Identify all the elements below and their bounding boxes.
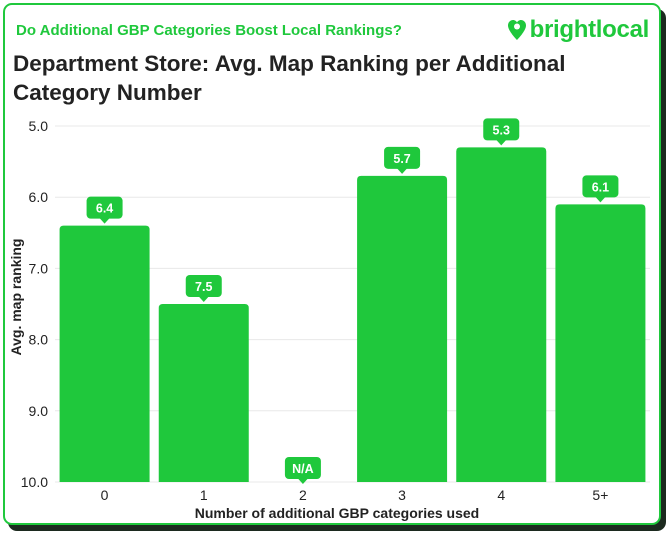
y-tick-label: 5.0 — [29, 118, 49, 134]
heart-pin-icon — [507, 20, 526, 40]
data-label-text: 7.5 — [195, 280, 212, 294]
x-tick-label: 5+ — [592, 487, 608, 503]
data-label: 5.3 — [483, 118, 520, 146]
grid-lines — [55, 125, 650, 483]
data-label: 5.7 — [384, 146, 421, 174]
chart-title: Department Store: Avg. Map Ranking per A… — [13, 49, 613, 107]
chart-title-line-2: Category Number — [13, 80, 202, 105]
y-axis-ticks: 5.0 6.0 7.0 8.0 9.0 10.0 — [21, 118, 48, 490]
chart-subtitle: Do Additional GBP Categories Boost Local… — [16, 22, 402, 39]
data-label-text: N/A — [292, 462, 314, 476]
y-tick-label: 8.0 — [29, 332, 49, 348]
value-labels: 6.4 7.5 N/A 5.7 5.3 6.1 — [86, 118, 619, 484]
data-label-box — [185, 275, 222, 297]
data-label-pointer — [397, 168, 408, 174]
data-label: 7.5 — [185, 275, 222, 302]
chart-title-line-1: Department Store: Avg. Map Ranking per A… — [13, 51, 566, 76]
data-label: N/A — [284, 457, 321, 484]
bar — [555, 204, 646, 482]
bars — [59, 147, 646, 483]
data-label-pointer — [99, 218, 110, 224]
y-tick-label: 7.0 — [29, 260, 49, 276]
data-label-box — [483, 118, 520, 141]
data-label: 6.1 — [582, 175, 619, 203]
bar — [357, 175, 448, 482]
data-label-box — [582, 175, 619, 198]
y-tick-label: 10.0 — [21, 474, 48, 490]
data-label-box — [384, 146, 421, 169]
data-label-text: 6.4 — [96, 202, 113, 216]
data-label-text: 5.7 — [393, 152, 410, 166]
y-axis-title: Avg. map ranking — [8, 239, 24, 356]
bar — [59, 225, 150, 482]
y-tick-label: 9.0 — [29, 403, 49, 419]
data-label-text: 5.3 — [493, 123, 510, 137]
data-label-pointer — [595, 196, 606, 203]
x-tick-label: 4 — [497, 487, 505, 503]
data-label-text: 6.1 — [592, 180, 609, 194]
x-tick-label: 2 — [299, 487, 307, 503]
data-label-box — [284, 457, 321, 479]
bar — [158, 304, 249, 482]
brightlocal-logo: brightlocal — [507, 16, 649, 44]
x-axis-title: Number of additional GBP categories used — [195, 505, 479, 521]
x-tick-label: 0 — [101, 487, 109, 503]
brand-name: brightlocal — [529, 16, 650, 43]
x-axis-ticks: 0 1 2 3 4 5+ — [101, 487, 609, 503]
data-label-pointer — [297, 478, 308, 484]
data-label-box — [86, 196, 123, 219]
data-label: 6.4 — [86, 196, 123, 224]
x-tick-label: 3 — [398, 487, 406, 503]
bar — [456, 147, 547, 483]
data-label-pointer — [496, 139, 507, 146]
x-tick-label: 1 — [200, 487, 208, 503]
y-tick-label: 6.0 — [29, 189, 49, 205]
data-label-pointer — [198, 296, 209, 302]
